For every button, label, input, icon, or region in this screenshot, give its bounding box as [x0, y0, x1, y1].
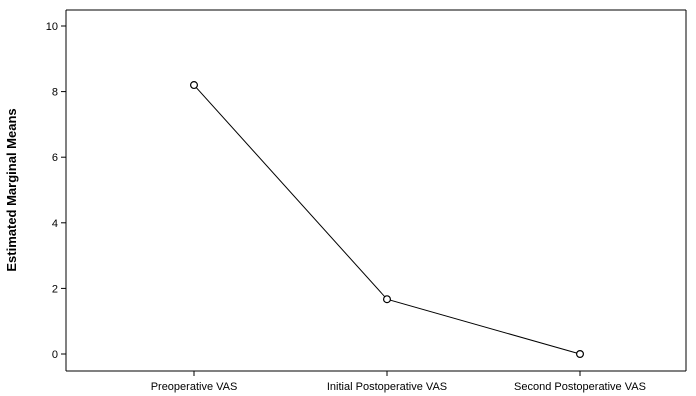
y-tick-label: 8: [52, 87, 58, 99]
series-line: [193, 84, 581, 355]
x-tick-label: Preoperative VAS: [151, 381, 238, 393]
series-layer: [190, 81, 584, 359]
y-tick-label: 2: [52, 283, 58, 295]
y-tick-label: 4: [52, 218, 58, 230]
y-tick-label: 0: [52, 349, 58, 361]
y-axis-title: Estimated Marginal Means: [4, 108, 19, 271]
y-tick-label: 6: [52, 152, 58, 164]
data-point-marker: [575, 350, 584, 359]
data-point-marker: [190, 81, 199, 90]
x-tick-label: Initial Postoperative VAS: [327, 381, 447, 393]
data-point-marker: [383, 295, 392, 304]
x-tick-label: Second Postoperative VAS: [514, 381, 646, 393]
y-tick-label: 10: [46, 21, 58, 33]
axes: 0 2 4 6 8 10 Preoperative VAS Initial Postopera…: [46, 9, 687, 393]
